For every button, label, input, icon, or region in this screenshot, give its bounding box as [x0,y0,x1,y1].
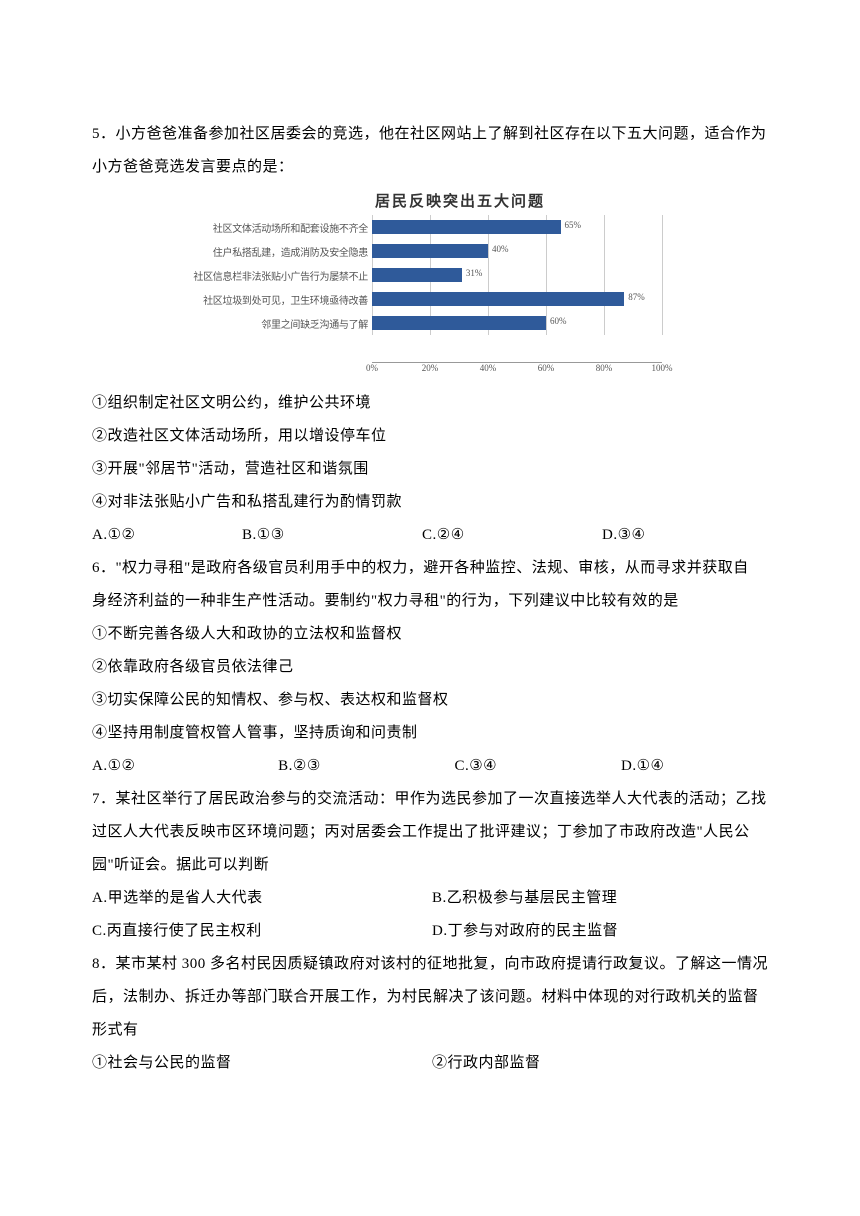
q7-options-row1: A.甲选举的是省人大代表 B.乙积极参与基层民主管理 [92,882,768,915]
q8-items-row: ①社会与公民的监督 ②行政内部监督 [92,1047,768,1080]
q6-options: A.①② B.②③ C.③④ D.①④ [92,750,768,783]
q5-option-a[interactable]: A.①② [92,519,242,552]
q6-stem-line2: 身经济利益的一种非生产性活动。要制约"权力寻租"的行为，下列建议中比较有效的是 [92,585,768,618]
q7-stem-line2: 过区人大代表反映市区环境问题；丙对居委会工作提出了批评建议；丁参加了市政府改造"… [92,816,768,849]
chart-y-label: 住户私搭乱建，造成消防及安全隐患 [152,244,372,259]
chart-y-label: 社区文体活动场所和配套设施不齐全 [152,220,372,235]
q8-stem-line3: 形式有 [92,1014,768,1047]
chart-y-label: 社区垃圾到处可见，卫生环境亟待改善 [152,292,372,307]
q5-stem-line2: 小方爸爸竞选发言要点的是： [92,151,768,184]
q6-option-a[interactable]: A.①② [92,750,278,783]
q6-option-b[interactable]: B.②③ [278,750,454,783]
chart-bar [372,220,561,234]
chart-y-label: 社区信息栏非法张贴小广告行为屡禁不止 [152,268,372,283]
q5-options: A.①② B.①③ C.②④ D.③④ [92,519,768,552]
q5-item3: ③开展"邻居节"活动，营造社区和谐氛围 [92,453,768,486]
chart-x-tick: 20% [422,363,439,373]
q6-item2: ②依靠政府各级官员依法律己 [92,651,768,684]
chart-value-label: 65% [565,220,582,230]
q5-item2: ②改造社区文体活动场所，用以增设停车位 [92,420,768,453]
chart-x-tick: 0% [366,363,378,373]
q8-stem-line2: 后，法制办、拆迁办等部门联合开展工作，为村民解决了该问题。材料中体现的对行政机关… [92,981,768,1014]
chart-y-label: 邻里之间缺乏沟通与了解 [152,316,372,331]
chart-x-axis-labels: 0%20%40%60%80%100% [372,363,662,379]
chart-x-tick: 40% [480,363,497,373]
q5-option-b[interactable]: B.①③ [242,519,422,552]
chart-container: 居民反映突出五大问题 社区文体活动场所和配套设施不齐全 65% 住户私搭乱建，造成消… [92,190,768,379]
q5-stem-line1: 5．小方爸爸准备参加社区居委会的竞选，他在社区网站上了解到社区存在以下五大问题，… [92,118,768,151]
chart-x-tick: 100% [652,363,673,373]
q6-item4: ④坚持用制度管权管人管事，坚持质询和问责制 [92,717,768,750]
chart-bar [372,292,624,306]
q6-stem-line1: 6．"权力寻租"是政府各级官员利用手中的权力，避开各种监控、法规、审核，从而寻求… [92,552,768,585]
q6-item3: ③切实保障公民的知情权、参与权、表达权和监督权 [92,684,768,717]
chart-bar [372,268,462,282]
chart-value-label: 31% [466,268,483,278]
q6-option-c[interactable]: C.③④ [454,750,621,783]
chart-value-label: 87% [628,292,645,302]
q8-stem-line1: 8．某市某村 300 多名村民因质疑镇政府对该村的征地批复，向市政府提请行政复议… [92,948,768,981]
bar-chart: 社区文体活动场所和配套设施不齐全 65% 住户私搭乱建，造成消防及安全隐患 40% 社区… [152,215,672,363]
q8-item1: ①社会与公民的监督 [92,1047,432,1080]
q6-option-d[interactable]: D.①④ [621,750,768,783]
q5-option-c[interactable]: C.②④ [422,519,602,552]
q7-option-b[interactable]: B.乙积极参与基层民主管理 [432,882,762,915]
chart-value-label: 60% [550,316,567,326]
q5-option-d[interactable]: D.③④ [602,519,752,552]
q5-item4: ④对非法张贴小广告和私搭乱建行为酌情罚款 [92,486,768,519]
q7-stem-line3: 园"听证会。据此可以判断 [92,849,768,882]
q7-option-c[interactable]: C.丙直接行使了民主权利 [92,915,432,948]
q7-options-row2: C.丙直接行使了民主权利 D.丁参与对政府的民主监督 [92,915,768,948]
chart-bar [372,244,488,258]
chart-bars: 社区文体活动场所和配套设施不齐全 65% 住户私搭乱建，造成消防及安全隐患 40% 社区… [152,215,672,335]
q8-item2: ②行政内部监督 [432,1047,762,1080]
q7-option-a[interactable]: A.甲选举的是省人大代表 [92,882,432,915]
q7-option-d[interactable]: D.丁参与对政府的民主监督 [432,915,762,948]
chart-title: 居民反映突出五大问题 [152,190,768,211]
chart-value-label: 40% [492,244,509,254]
chart-x-tick: 60% [538,363,555,373]
q5-item1: ①组织制定社区文明公约，维护公共环境 [92,387,768,420]
q6-item1: ①不断完善各级人大和政协的立法权和监督权 [92,618,768,651]
chart-bar [372,316,546,330]
q7-stem-line1: 7．某社区举行了居民政治参与的交流活动：甲作为选民参加了一次直接选举人大代表的活… [92,783,768,816]
chart-x-tick: 80% [596,363,613,373]
